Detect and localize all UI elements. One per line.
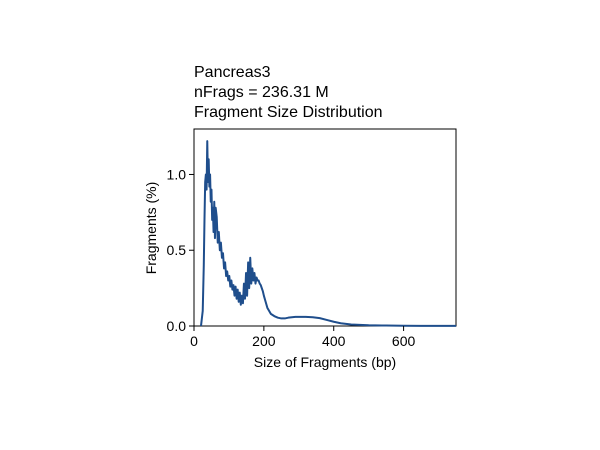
chart-title-line-3: Fragment Size Distribution <box>194 104 383 121</box>
y-axis-label: Fragments (%) <box>143 182 159 275</box>
chart-title: Pancreas3 nFrags = 236.31 M Fragment Siz… <box>194 64 383 121</box>
plot-area-frame <box>193 128 457 327</box>
y-axis-ticks: 0.0 0.5 1.0 <box>167 166 194 334</box>
x-tick-label: 400 <box>322 333 346 349</box>
x-tick-label: 600 <box>392 333 416 349</box>
y-tick-label: 0.0 <box>167 318 187 334</box>
chart-title-line-1: Pancreas3 <box>194 64 271 81</box>
y-tick-label: 1.0 <box>167 166 187 182</box>
series-group <box>199 140 457 327</box>
chart-title-line-2: nFrags = 236.31 M <box>194 84 329 101</box>
x-axis-ticks: 0 200 400 600 <box>190 326 415 349</box>
y-tick-label: 0.5 <box>167 242 187 258</box>
x-tick-label: 0 <box>190 333 198 349</box>
series-line-0 <box>199 140 457 327</box>
x-tick-label: 200 <box>252 333 276 349</box>
x-axis-label: Size of Fragments (bp) <box>254 354 396 370</box>
